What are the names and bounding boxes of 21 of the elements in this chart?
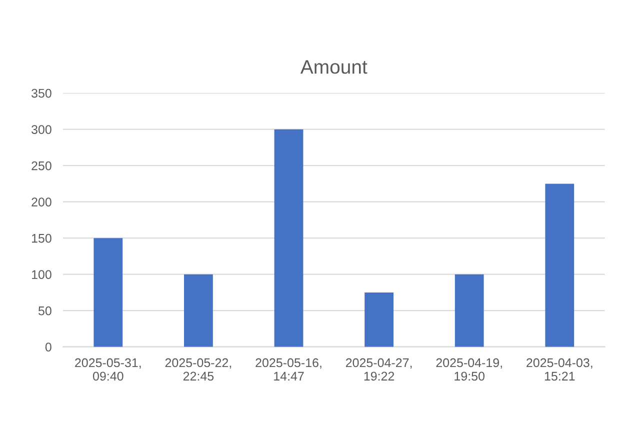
y-tick-label: 150 — [32, 234, 52, 243]
bar — [364, 292, 394, 347]
x-tick-label: 2025-05-22, 22:45 — [165, 358, 232, 381]
x-tick-label: 2025-05-16, 14:47 — [256, 358, 322, 380]
x-tick-label: 2025-04-03, 15:21 — [526, 358, 592, 381]
bar — [454, 274, 484, 347]
x-tick-label: 2025-04-27, 19:22 — [346, 358, 412, 381]
x-tick-label: 2025-04-19, 19:50 — [436, 358, 502, 381]
y-tick-label: 250 — [32, 161, 52, 170]
y-tick-label: 0 — [45, 342, 52, 352]
x-tick-label: 2025-05-31, 09:40 — [75, 358, 141, 381]
y-tick-label: 100 — [32, 270, 52, 279]
bar — [545, 184, 574, 347]
bar — [274, 129, 304, 347]
y-tick-label: 350 — [32, 88, 52, 98]
y-tick-label: 50 — [38, 306, 52, 316]
chart-title: Amount — [300, 60, 368, 74]
y-tick-label: 300 — [32, 125, 52, 134]
bar — [94, 238, 123, 347]
bar — [184, 274, 213, 347]
y-tick-label: 200 — [32, 198, 52, 206]
